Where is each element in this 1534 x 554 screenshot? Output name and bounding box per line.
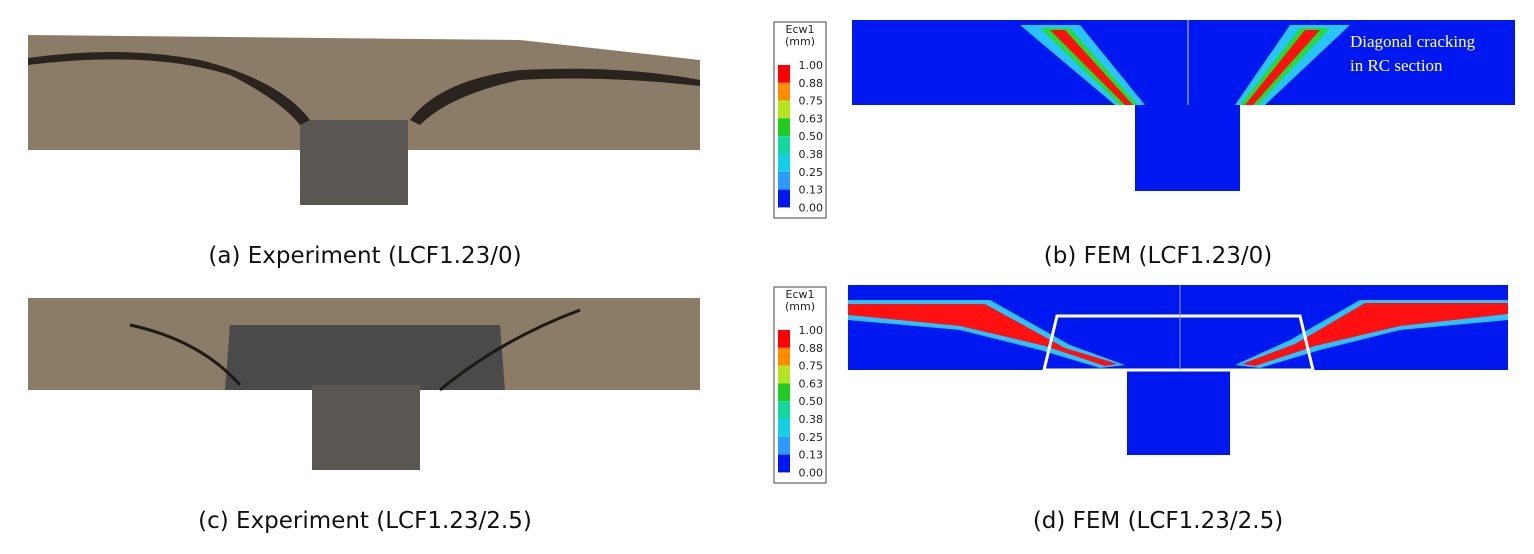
legend-swatch — [778, 454, 790, 473]
legend-title: (mm) — [785, 35, 815, 48]
legend-label: 0.13 — [799, 449, 824, 462]
legend-label: 0.75 — [799, 360, 824, 373]
legend-label: 0.25 — [799, 166, 824, 179]
legend-label: 0.63 — [799, 377, 824, 390]
legend-title: (mm) — [785, 300, 815, 313]
caption: (b) FEM (LCF1.23/0) — [1044, 243, 1272, 269]
caption: (d) FEM (LCF1.23/2.5) — [1033, 508, 1283, 534]
legend-swatch — [778, 419, 790, 437]
legend-swatch — [778, 82, 790, 101]
legend-label: 1.00 — [799, 59, 824, 72]
legend-label: 0.38 — [799, 413, 824, 426]
annotation: in RC section — [1350, 56, 1443, 75]
legend-label: 0.00 — [799, 466, 824, 479]
fem-d — [848, 285, 1508, 455]
legend-swatch — [778, 189, 790, 208]
legend-label: 1.00 — [799, 324, 824, 337]
legend-swatch — [778, 436, 790, 455]
caption: (a) Experiment (LCF1.23/0) — [208, 243, 521, 269]
legend-swatch — [778, 136, 790, 154]
legend-title: Ecw1 — [786, 23, 815, 36]
legend-swatch — [778, 100, 790, 119]
legend-label: 0.00 — [799, 201, 824, 214]
fem-b — [852, 20, 1515, 191]
legend-label: 0.75 — [799, 95, 824, 108]
legend-label: 0.38 — [799, 148, 824, 161]
legend-swatch — [778, 154, 790, 172]
legend-label: 0.13 — [799, 184, 824, 197]
legend-label: 0.50 — [799, 130, 824, 143]
legend-label: 0.25 — [799, 431, 824, 444]
legend-swatch — [778, 347, 790, 366]
legend-label: 0.88 — [799, 342, 824, 355]
legend-title: Ecw1 — [786, 288, 815, 301]
legend-swatch — [778, 365, 790, 384]
annotation: Diagonal cracking — [1350, 32, 1476, 51]
legend-swatch — [778, 118, 790, 137]
legend-label: 0.63 — [799, 112, 824, 125]
legend-label: 0.88 — [799, 77, 824, 90]
photo-a — [28, 35, 700, 205]
legend-swatch — [778, 383, 790, 402]
legend-swatch — [778, 171, 790, 190]
legend-swatch — [778, 401, 790, 419]
legend-swatch — [778, 65, 790, 83]
caption: (c) Experiment (LCF1.23/2.5) — [198, 508, 532, 534]
photo-c — [28, 298, 700, 470]
legend-swatch — [778, 330, 790, 348]
legend-label: 0.50 — [799, 395, 824, 408]
